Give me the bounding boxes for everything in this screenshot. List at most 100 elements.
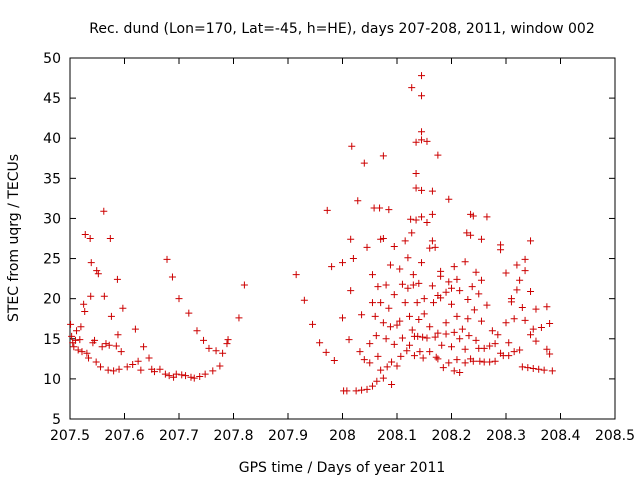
- data-point: [224, 336, 232, 344]
- data-point: [112, 342, 120, 350]
- data-point: [70, 343, 78, 351]
- data-point: [201, 370, 209, 378]
- data-point: [445, 278, 453, 286]
- data-point: [418, 186, 426, 194]
- data-point: [343, 387, 351, 395]
- data-point: [505, 352, 513, 360]
- data-point: [527, 287, 535, 295]
- data-point: [212, 347, 220, 355]
- data-point: [472, 336, 480, 344]
- data-point: [363, 385, 371, 393]
- y-tick-label: 20: [43, 292, 61, 308]
- data-point: [316, 339, 324, 347]
- data-point: [469, 357, 477, 365]
- data-point: [347, 287, 355, 295]
- data-point: [83, 349, 91, 357]
- data-point: [349, 255, 357, 263]
- data-point: [110, 367, 118, 375]
- data-point: [92, 358, 100, 366]
- data-point: [535, 365, 543, 373]
- data-point: [450, 367, 458, 375]
- data-point: [322, 348, 330, 356]
- data-point: [363, 243, 371, 251]
- data-point: [488, 327, 496, 335]
- data-point: [415, 316, 423, 324]
- data-point: [428, 237, 436, 245]
- data-point: [413, 299, 421, 307]
- data-point: [543, 345, 551, 353]
- data-point: [458, 325, 466, 333]
- data-point: [418, 72, 426, 80]
- data-point: [418, 259, 426, 267]
- data-point: [502, 319, 510, 327]
- data-point: [516, 276, 524, 284]
- data-point: [546, 320, 554, 328]
- data-point: [403, 347, 411, 355]
- data-point: [475, 290, 483, 298]
- data-point: [81, 230, 89, 238]
- data-point: [437, 294, 445, 302]
- data-point: [406, 341, 414, 349]
- data-point: [85, 354, 93, 362]
- data-point: [431, 243, 439, 251]
- x-axis-label: GPS time / Days of year 2011: [239, 460, 446, 476]
- y-tick-label: 50: [43, 51, 61, 67]
- x-tick-label: 208.2: [431, 428, 471, 444]
- data-point: [434, 355, 442, 363]
- data-point: [73, 327, 81, 335]
- data-point: [373, 377, 381, 385]
- data-point: [200, 336, 208, 344]
- data-point: [472, 268, 480, 276]
- data-point: [432, 353, 440, 361]
- data-point: [453, 275, 461, 283]
- data-point: [456, 368, 464, 376]
- data-point: [521, 255, 529, 263]
- data-point: [356, 348, 364, 356]
- data-point: [80, 300, 88, 308]
- data-point: [529, 325, 537, 333]
- data-point: [491, 357, 499, 365]
- data-point: [461, 345, 469, 353]
- data-point: [524, 364, 532, 372]
- data-point: [385, 304, 393, 312]
- data-point: [323, 206, 331, 214]
- data-point: [442, 319, 450, 327]
- data-point: [107, 312, 115, 320]
- data-point: [117, 348, 125, 356]
- data-point: [377, 299, 385, 307]
- data-point: [470, 306, 478, 314]
- data-point: [494, 331, 502, 339]
- data-point: [428, 210, 436, 218]
- x-tick-label: 207.9: [268, 428, 308, 444]
- data-point: [398, 280, 406, 288]
- data-point: [521, 316, 529, 324]
- data-point: [339, 259, 346, 267]
- data-point: [456, 335, 464, 343]
- data-point: [240, 281, 248, 289]
- data-point: [513, 261, 521, 269]
- data-point: [68, 332, 76, 340]
- data-point: [426, 348, 434, 356]
- data-point: [419, 354, 427, 362]
- data-point: [383, 363, 391, 371]
- y-axis-label: STEC from uqrg / TECUs: [6, 154, 22, 322]
- data-point: [390, 340, 398, 348]
- data-point: [354, 197, 362, 205]
- data-point: [540, 366, 548, 374]
- data-point: [137, 366, 145, 374]
- data-point: [93, 267, 101, 275]
- x-tick-label: 207.6: [104, 428, 144, 444]
- data-point: [94, 270, 102, 278]
- data-point: [516, 346, 524, 354]
- data-point: [205, 344, 213, 352]
- data-point: [434, 151, 442, 159]
- data-point: [360, 159, 368, 167]
- data-point: [104, 366, 112, 374]
- data-point: [477, 235, 485, 243]
- data-point: [168, 273, 176, 281]
- data-point: [434, 329, 442, 337]
- data-point: [510, 348, 518, 356]
- data-point: [401, 299, 409, 307]
- data-point: [223, 340, 231, 348]
